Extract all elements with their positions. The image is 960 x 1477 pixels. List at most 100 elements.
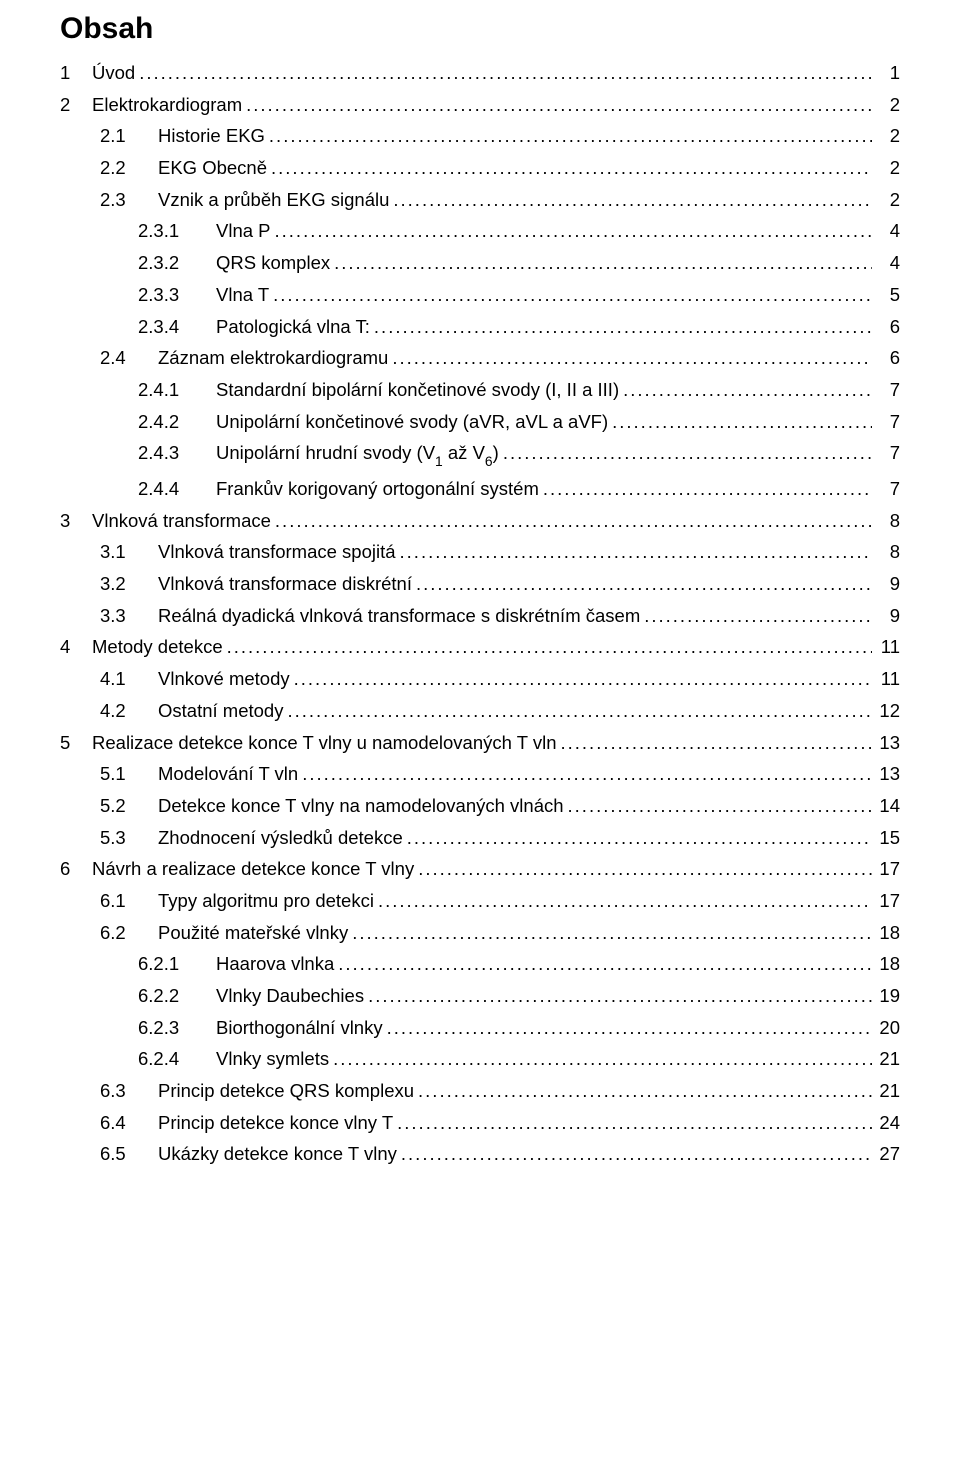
toc-entry-page: 9 — [876, 607, 900, 626]
toc-entry-page: 7 — [876, 381, 900, 400]
toc-entry-number: 2.1 — [100, 127, 158, 146]
toc-entry-label: Reálná dyadická vlnková transformace s d… — [158, 607, 640, 626]
toc-entry-page: 8 — [876, 512, 900, 531]
toc-entry: 2.1Historie EKG2 — [60, 127, 900, 146]
toc-entry-page: 13 — [876, 734, 900, 753]
toc-entry: 5.2Detekce konce T vlny na namodelovanýc… — [60, 797, 900, 816]
toc-leader-dots — [612, 413, 872, 432]
toc-entry-page: 11 — [876, 638, 900, 657]
toc-leader-dots — [401, 1145, 872, 1164]
toc-entry-page: 17 — [876, 892, 900, 911]
toc-entry: 2.3.4Patologická vlna T:6 — [60, 318, 900, 337]
toc-entry: 3.2Vlnková transformace diskrétní9 — [60, 575, 900, 594]
toc-entry-page: 15 — [876, 829, 900, 848]
toc-leader-dots — [568, 797, 872, 816]
toc-entry-number: 3 — [60, 512, 92, 531]
toc-entry-label: Unipolární hrudní svody (V1 až V6) — [216, 444, 499, 467]
toc-entry-page: 19 — [876, 987, 900, 1006]
toc-leader-dots — [334, 254, 872, 273]
toc-entry-number: 5.3 — [100, 829, 158, 848]
toc-entry-number: 2.4.3 — [138, 444, 216, 463]
toc-entry-number: 6.1 — [100, 892, 158, 911]
toc-entry: 5Realizace detekce konce T vlny u namode… — [60, 734, 900, 753]
toc-entry-label: Patologická vlna T: — [216, 318, 370, 337]
toc-entry-number: 2.3 — [100, 191, 158, 210]
toc-entry-label: Princip detekce QRS komplexu — [158, 1082, 414, 1101]
toc-entry-label: Zhodnocení výsledků detekce — [158, 829, 403, 848]
toc-entry: 6.2.2Vlnky Daubechies19 — [60, 987, 900, 1006]
toc-leader-dots — [543, 480, 872, 499]
toc-leader-dots — [271, 159, 872, 178]
toc-entry: 6.5Ukázky detekce konce T vlny 27 — [60, 1145, 900, 1164]
toc-entry: 2.2EKG Obecně2 — [60, 159, 900, 178]
toc-leader-dots — [387, 1019, 872, 1038]
toc-entry-number: 5.1 — [100, 765, 158, 784]
toc-entry-page: 5 — [876, 286, 900, 305]
toc-leader-dots — [392, 349, 872, 368]
toc-entry: 6.2.4Vlnky symlets21 — [60, 1050, 900, 1069]
toc-entry-label: Haarova vlnka — [216, 955, 334, 974]
toc-entry-label: Vlnky symlets — [216, 1050, 329, 1069]
toc-entry: 2.3.2QRS komplex4 — [60, 254, 900, 273]
toc-entry-number: 6.2.1 — [138, 955, 216, 974]
toc-entry-label: Modelování T vln — [158, 765, 298, 784]
toc-entry-page: 4 — [876, 254, 900, 273]
toc-entry-page: 7 — [876, 480, 900, 499]
toc-leader-dots — [503, 444, 872, 463]
toc-entry-number: 6 — [60, 860, 92, 879]
toc-entry-label: Vlnková transformace spojitá — [158, 543, 396, 562]
toc-entry: 2.3.1Vlna P4 — [60, 222, 900, 241]
toc-entry: 6.3Princip detekce QRS komplexu21 — [60, 1082, 900, 1101]
toc-entry-label: Ostatní metody — [158, 702, 283, 721]
toc-entry-page: 1 — [876, 64, 900, 83]
toc-entry-page: 8 — [876, 543, 900, 562]
toc-leader-dots — [269, 127, 872, 146]
toc-entry-number: 6.5 — [100, 1145, 158, 1164]
toc-entry-label: Vznik a průběh EKG signálu — [158, 191, 389, 210]
toc-entry-label: Vlna T — [216, 286, 269, 305]
toc-entry-page: 4 — [876, 222, 900, 241]
toc-entry: 6Návrh a realizace detekce konce T vlny1… — [60, 860, 900, 879]
toc-entry: 6.4Princip detekce konce vlny T24 — [60, 1114, 900, 1133]
toc-leader-dots — [416, 575, 872, 594]
toc-entry: 3.3Reálná dyadická vlnková transformace … — [60, 607, 900, 626]
toc-entry-number: 2.4 — [100, 349, 158, 368]
toc-entry-page: 9 — [876, 575, 900, 594]
toc-entry-page: 11 — [876, 670, 900, 689]
toc-entry: 4.1Vlnkové metody11 — [60, 670, 900, 689]
toc-entry-label: Princip detekce konce vlny T — [158, 1114, 393, 1133]
toc-entry: 6.2.1Haarova vlnka 18 — [60, 955, 900, 974]
toc-entry-label: Historie EKG — [158, 127, 265, 146]
toc-entry-page: 2 — [876, 96, 900, 115]
toc-entry-page: 21 — [876, 1082, 900, 1101]
toc-entry-page: 14 — [876, 797, 900, 816]
toc-leader-dots — [273, 286, 872, 305]
toc-entry-label: Realizace detekce konce T vlny u namodel… — [92, 734, 557, 753]
toc-entry-number: 1 — [60, 64, 92, 83]
toc-entry-number: 2.4.2 — [138, 413, 216, 432]
toc-entry: 4Metody detekce11 — [60, 638, 900, 657]
toc-entry-page: 7 — [876, 413, 900, 432]
toc-entry-number: 5 — [60, 734, 92, 753]
toc-entry-number: 6.2.3 — [138, 1019, 216, 1038]
toc-entry-label: Ukázky detekce konce T vlny — [158, 1145, 397, 1164]
toc-entry: 2.4.3Unipolární hrudní svody (V1 až V6)7 — [60, 444, 900, 467]
toc-entry: 6.2.3Biorthogonální vlnky20 — [60, 1019, 900, 1038]
toc-leader-dots — [302, 765, 872, 784]
toc-entry-page: 6 — [876, 318, 900, 337]
toc-entry-page: 6 — [876, 349, 900, 368]
toc-entry-page: 13 — [876, 765, 900, 784]
toc-entry-page: 27 — [876, 1145, 900, 1164]
toc-entry: 6.1Typy algoritmu pro detekci17 — [60, 892, 900, 911]
toc-entry-number: 2.3.3 — [138, 286, 216, 305]
toc-entry: 6.2Použité mateřské vlnky18 — [60, 924, 900, 943]
toc-leader-dots — [418, 1082, 872, 1101]
toc-entry-page: 18 — [876, 955, 900, 974]
toc-entry-label: Vlna P — [216, 222, 271, 241]
toc-leader-dots — [400, 543, 872, 562]
toc-entry: 3Vlnková transformace8 — [60, 512, 900, 531]
toc-leader-dots — [275, 512, 872, 531]
toc-entry-label: Detekce konce T vlny na namodelovaných v… — [158, 797, 564, 816]
toc-entry-page: 17 — [876, 860, 900, 879]
toc-entry: 2.4.4Frankův korigovaný ortogonální syst… — [60, 480, 900, 499]
